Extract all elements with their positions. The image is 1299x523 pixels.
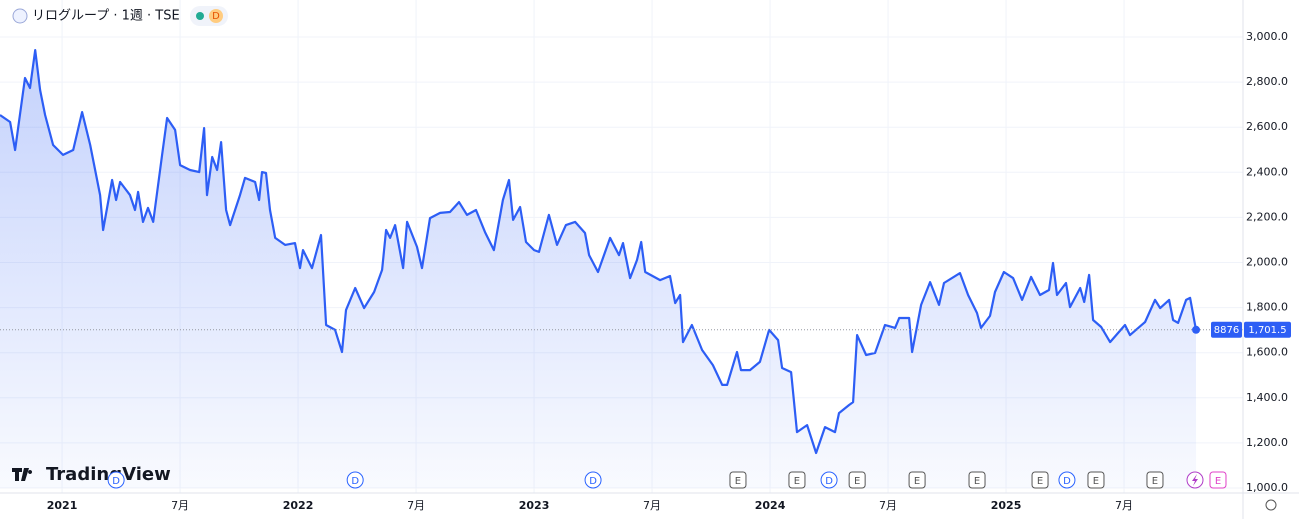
event-label: D <box>112 476 120 487</box>
event-label: D <box>1063 476 1071 487</box>
y-tick-label: 2,000.0 <box>1246 256 1288 269</box>
logo: TradingView <box>12 464 171 485</box>
event-marker[interactable] <box>1146 471 1164 489</box>
event-icon[interactable] <box>1186 471 1204 489</box>
price-box <box>1244 321 1291 338</box>
event-marker[interactable] <box>908 471 926 489</box>
event-label: E <box>794 476 800 487</box>
x-tick-label: 7月 <box>407 499 425 512</box>
y-tick-label: 2,400.0 <box>1246 165 1288 178</box>
event-marker[interactable] <box>968 471 986 489</box>
badge <box>209 9 223 23</box>
y-tick-label: 1,800.0 <box>1246 301 1288 314</box>
event-label: E <box>974 476 980 487</box>
event-label: D <box>589 476 597 487</box>
event-label: E <box>914 476 920 487</box>
event-marker[interactable] <box>788 471 806 489</box>
last-point <box>1192 325 1201 334</box>
price-label: 1,701.5 <box>1248 325 1286 336</box>
event-label: E <box>854 476 860 487</box>
area-fill <box>0 50 1197 488</box>
x-tick-label: 2022 <box>283 499 314 512</box>
badge-text: D <box>212 11 220 22</box>
x-tick-label: 7月 <box>1115 499 1133 512</box>
plot <box>0 49 1243 488</box>
x-tick-label: 7月 <box>643 499 661 512</box>
y-tick-label: 2,800.0 <box>1246 75 1288 88</box>
watermark: TradingView <box>46 464 171 485</box>
x-tick-label: 2023 <box>519 499 550 512</box>
event-label: D <box>825 476 833 487</box>
event-label: E <box>1152 476 1158 487</box>
ticker-box <box>1211 321 1242 338</box>
event-marker[interactable] <box>1058 471 1076 489</box>
event-label: E <box>1215 476 1221 487</box>
y-tick-label: 3,000.0 <box>1246 30 1288 43</box>
ticker-label: 8876 <box>1214 325 1239 336</box>
event-marker[interactable] <box>1087 471 1105 489</box>
chart-title: リログループ · 1週 · TSE <box>32 9 180 24</box>
price-line <box>0 49 1198 455</box>
x-tick-label: 2024 <box>755 499 786 512</box>
event-marker[interactable] <box>1209 471 1227 489</box>
event-label: E <box>1093 476 1099 487</box>
settings-icon[interactable] <box>1265 499 1277 511</box>
x-tick-label: 7月 <box>171 499 189 512</box>
event-marker[interactable] <box>346 471 364 489</box>
event-marker[interactable] <box>848 471 866 489</box>
x-tick-label: 7月 <box>879 499 897 512</box>
event-marker[interactable] <box>584 471 602 489</box>
event-label: E <box>735 476 741 487</box>
y-tick-label: 1,000.0 <box>1246 481 1288 494</box>
event-label: D <box>351 476 359 487</box>
y-tick-label: 1,200.0 <box>1246 436 1288 449</box>
y-tick-label: 1,400.0 <box>1246 391 1288 404</box>
x-tick-label: 2025 <box>991 499 1022 512</box>
x-tick-label: 2021 <box>47 499 78 512</box>
y-tick-label: 2,200.0 <box>1246 210 1288 223</box>
event-marker[interactable] <box>820 471 838 489</box>
event-marker[interactable] <box>729 471 747 489</box>
y-tick-label: 1,600.0 <box>1246 346 1288 359</box>
event-marker[interactable] <box>107 471 125 489</box>
symbol-icon <box>12 8 28 24</box>
status-dot <box>196 12 204 20</box>
y-tick-label: 2,600.0 <box>1246 120 1288 133</box>
event-marker[interactable] <box>1031 471 1049 489</box>
event-label: E <box>1037 476 1043 487</box>
